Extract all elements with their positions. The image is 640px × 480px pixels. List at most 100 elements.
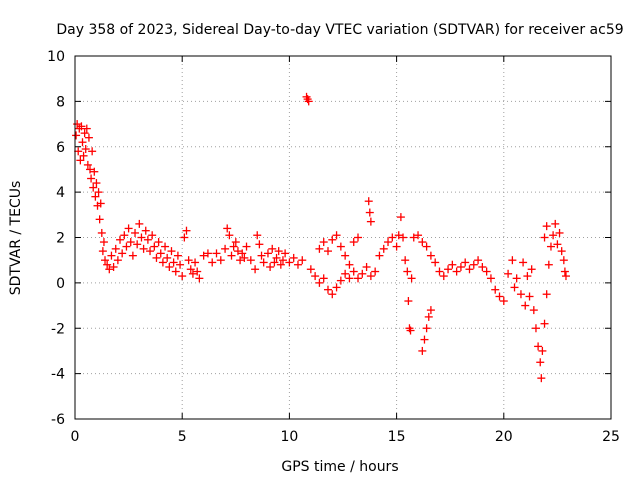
data-point (180, 233, 189, 242)
data-point (426, 251, 435, 260)
data-point (404, 297, 413, 306)
data-point (128, 251, 137, 260)
data-point (508, 256, 517, 265)
data-point (365, 208, 374, 217)
data-point (345, 274, 354, 283)
data-point (315, 278, 324, 287)
axis-ticks: 0 5 10 15 20 25 -6 -4 -2 0 2 4 6 8 10 (47, 49, 620, 445)
data-point (98, 247, 107, 256)
data-point (87, 174, 96, 183)
data-point (491, 285, 500, 294)
y-axis-label: SDTVAR / TECUs (8, 181, 24, 296)
data-point (154, 238, 163, 247)
data-point (80, 129, 89, 138)
data-point (266, 262, 275, 271)
data-point (444, 265, 453, 274)
data-point (439, 272, 448, 281)
data-point (482, 267, 491, 276)
data-point (91, 192, 100, 201)
data-point (246, 256, 255, 265)
data-point (163, 253, 172, 262)
data-point (561, 272, 570, 281)
data-point (236, 256, 245, 265)
data-point (371, 267, 380, 276)
y-tick-label: 8 (56, 94, 65, 110)
y-tick-label: 10 (47, 49, 65, 65)
data-point (231, 238, 240, 247)
data-point (281, 249, 290, 258)
data-point (544, 260, 553, 269)
data-point (319, 274, 328, 283)
data-point (84, 133, 93, 142)
data-point (465, 265, 474, 274)
data-point (323, 285, 332, 294)
data-point (422, 324, 431, 333)
data-point (105, 265, 114, 274)
data-point (364, 197, 373, 206)
data-point (379, 244, 388, 253)
data-point (195, 274, 204, 283)
data-point (255, 240, 264, 249)
data-point (523, 272, 532, 281)
data-point (486, 274, 495, 283)
data-point (401, 256, 410, 265)
data-point (456, 262, 465, 271)
data-point (165, 262, 174, 271)
data-point (332, 231, 341, 240)
data-point (469, 260, 478, 269)
data-point (107, 251, 116, 260)
data-point (253, 231, 262, 240)
x-tick-label: 10 (280, 429, 298, 445)
data-point (139, 244, 148, 253)
data-point (418, 346, 427, 355)
data-point (257, 251, 266, 260)
chart-title: Day 358 of 2023, Sidereal Day-to-day VTE… (56, 22, 623, 38)
data-point (540, 233, 549, 242)
data-point (354, 233, 363, 242)
data-point (259, 258, 268, 267)
data-point (274, 247, 283, 256)
data-point (99, 238, 108, 247)
data-series (72, 92, 570, 383)
data-point (375, 251, 384, 260)
data-point (120, 231, 129, 240)
data-point (152, 253, 161, 262)
data-point (116, 235, 125, 244)
data-point (420, 335, 429, 344)
data-point (88, 147, 97, 156)
data-point (184, 256, 193, 265)
data-point (540, 319, 549, 328)
data-point (251, 265, 260, 274)
data-point (92, 179, 101, 188)
data-point (199, 251, 208, 260)
data-point (223, 224, 232, 233)
data-point (270, 258, 279, 267)
data-point (212, 249, 221, 258)
data-point (392, 242, 401, 251)
data-point (178, 272, 187, 281)
data-point (78, 138, 87, 147)
y-tick-label: 0 (56, 276, 65, 292)
data-point (399, 233, 408, 242)
data-point (435, 267, 444, 276)
data-point (315, 244, 324, 253)
data-point (418, 238, 427, 247)
data-point (76, 156, 85, 165)
data-point (186, 265, 195, 274)
data-point (103, 260, 112, 269)
data-point (137, 233, 146, 242)
data-point (95, 215, 104, 224)
data-point (542, 290, 551, 299)
data-point (553, 240, 562, 249)
data-point (510, 283, 519, 292)
data-point (96, 199, 105, 208)
data-point (124, 224, 133, 233)
data-point (394, 231, 403, 240)
data-point (555, 228, 564, 237)
data-point (499, 297, 508, 306)
data-point (101, 256, 110, 265)
data-point (193, 267, 202, 276)
data-point (167, 247, 176, 256)
data-point (341, 269, 350, 278)
data-point (169, 258, 178, 267)
